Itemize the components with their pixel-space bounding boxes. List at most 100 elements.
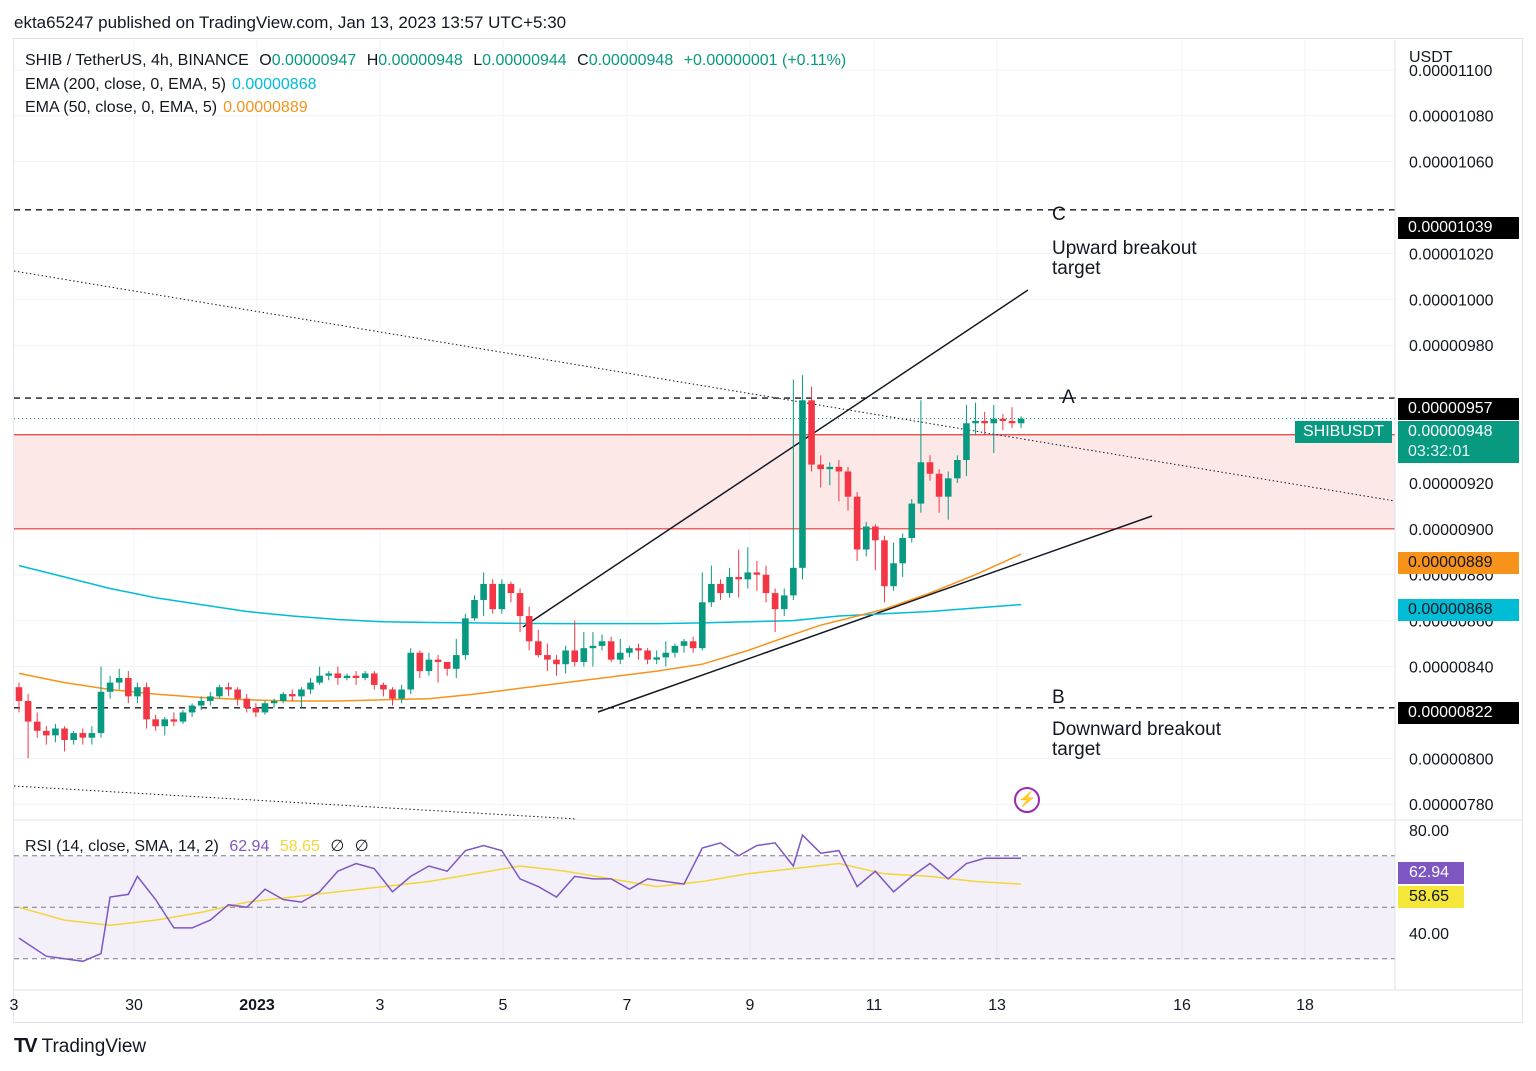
lower-trendline (13, 785, 578, 820)
candle-body (389, 689, 396, 699)
candle-body (826, 466, 834, 470)
candle-body (853, 496, 861, 550)
price-tag-b: 0.00000822 (1398, 702, 1519, 724)
candle-body (544, 655, 551, 660)
lightning-icon[interactable]: ⚡ (1014, 787, 1040, 813)
candle-body (298, 689, 305, 697)
legend-ema200: EMA (200, close, 0, EMA, 5) 0.00000868 (25, 76, 323, 94)
candle-body (70, 733, 77, 740)
candle-body (498, 583, 506, 610)
x-tick-label: 3 (376, 997, 385, 1014)
candle-body (252, 707, 260, 713)
annotation-a-letter: A (1062, 387, 1075, 408)
legend-rsi-value: 62.94 (229, 838, 270, 855)
candle-body (653, 657, 660, 660)
legend-ema50-label: EMA (50, close, 0, EMA, 5) (25, 99, 218, 116)
candle-body (179, 712, 187, 722)
candle-body (380, 684, 387, 690)
candle-body (963, 423, 970, 460)
symbol-tag: SHIBUSDT (1295, 421, 1392, 443)
legend-c-label: C (577, 52, 589, 69)
candle-body (817, 464, 824, 470)
candle-body (325, 673, 333, 676)
candle-body (1008, 420, 1016, 424)
candle-body (471, 599, 478, 619)
legend-rsi-label: RSI (14, close, SMA, 14, 2) (25, 838, 219, 855)
x-tick-label: 9 (746, 997, 755, 1014)
candle-body (88, 733, 96, 738)
candle-body (972, 420, 979, 424)
candle-body (61, 728, 68, 740)
candle-body (689, 641, 697, 649)
candle-body (234, 689, 241, 699)
candle-body (443, 661, 451, 669)
legend-ema50-value: 0.00000889 (223, 99, 308, 116)
candle-body (698, 602, 706, 649)
y-tick-label: 0.00001100 (1409, 63, 1492, 80)
y-tick-label: 0.00000800 (1409, 751, 1494, 768)
annotation-b-letter: B (1052, 687, 1065, 708)
y-axis-unit: USDT (1409, 49, 1453, 66)
y-tick-label: 0.00001060 (1409, 155, 1494, 172)
price-tag-ema50: 0.00000889 (1398, 552, 1519, 574)
candle-body (416, 652, 424, 672)
candle-body (170, 719, 178, 722)
legend-change: +0.00000001 (+0.11%) (683, 52, 847, 69)
legend-l-label: L (473, 52, 483, 69)
candle-body (289, 694, 296, 697)
candle-body (143, 687, 150, 720)
y-tick-label: 0.00001080 (1409, 109, 1494, 126)
price-tag-c: 0.00001039 (1398, 217, 1519, 239)
candle-body (516, 593, 524, 617)
y-tick-label: 0.00000780 (1409, 797, 1494, 814)
candle-body (525, 616, 533, 642)
candle-body (125, 678, 132, 697)
candle-body (52, 728, 59, 736)
candles (15, 375, 1025, 759)
x-tick-label: 18 (1296, 997, 1314, 1014)
candle-body (334, 673, 342, 679)
candle-body (726, 577, 733, 594)
x-tick-label: 3 (10, 997, 19, 1014)
candle-body (944, 478, 952, 497)
candle-body (771, 593, 779, 610)
candle-body (352, 675, 360, 679)
candle-body (489, 583, 497, 610)
legend-rsi-sma-value: 58.65 (279, 838, 320, 855)
x-tick-label: 7 (623, 997, 632, 1014)
candle-body (762, 574, 770, 594)
candle-body (680, 641, 688, 646)
candle-body (43, 730, 50, 736)
candle-body (261, 703, 269, 713)
candle-body (134, 687, 141, 697)
ema50-line (18, 553, 1022, 702)
candle-body (216, 687, 223, 697)
candle-body (644, 650, 651, 660)
candle-body (844, 471, 852, 497)
tradingview-brand: TradingView (41, 1035, 147, 1057)
y-tick-label: 0.00000920 (1409, 476, 1494, 493)
candle-body (270, 700, 278, 704)
candle-body (15, 687, 23, 701)
candle-body (307, 682, 314, 690)
candle-body (24, 700, 32, 722)
candle-body (197, 700, 205, 706)
candle-body (780, 595, 788, 610)
tradingview-logo[interactable]: TV TradingView (14, 1035, 146, 1058)
candle-body (616, 652, 624, 660)
candle-body (507, 583, 515, 594)
legend-ohlc: SHIB / TetherUS, 4h, BINANCE O0.00000947… (25, 52, 852, 70)
candle-body (735, 577, 742, 580)
candle-body (626, 648, 633, 653)
annotation-b-line1: Downward breakout (1052, 719, 1221, 740)
support-zone (14, 434, 1395, 530)
candle-body (862, 526, 870, 550)
x-tick-label: 13 (988, 997, 1006, 1014)
y-tick-label: 0.00000840 (1409, 660, 1494, 677)
legend-c-value: 0.00000948 (588, 52, 674, 69)
candle-body (370, 673, 378, 685)
legend-ema200-label: EMA (200, close, 0, EMA, 5) (25, 76, 226, 93)
candle-body (152, 719, 159, 727)
